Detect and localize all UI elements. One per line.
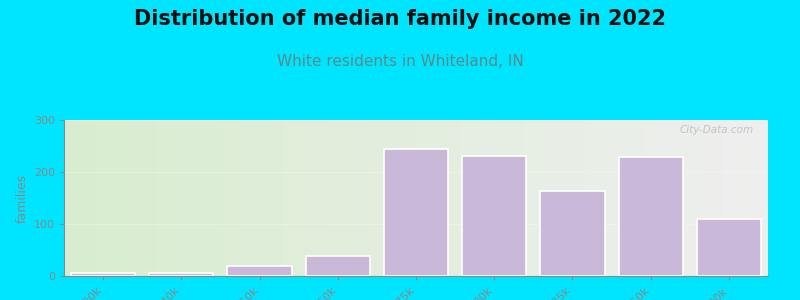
Bar: [150, 273, 214, 276]
Bar: [618, 158, 682, 276]
Bar: [540, 191, 605, 276]
Text: City-Data.com: City-Data.com: [680, 125, 754, 135]
Bar: [384, 148, 448, 276]
Bar: [462, 156, 526, 276]
Bar: [71, 273, 135, 276]
Y-axis label: families: families: [15, 173, 28, 223]
Text: Distribution of median family income in 2022: Distribution of median family income in …: [134, 9, 666, 29]
Text: White residents in Whiteland, IN: White residents in Whiteland, IN: [277, 54, 523, 69]
Bar: [227, 266, 292, 276]
Bar: [697, 219, 761, 276]
Bar: [306, 256, 370, 276]
